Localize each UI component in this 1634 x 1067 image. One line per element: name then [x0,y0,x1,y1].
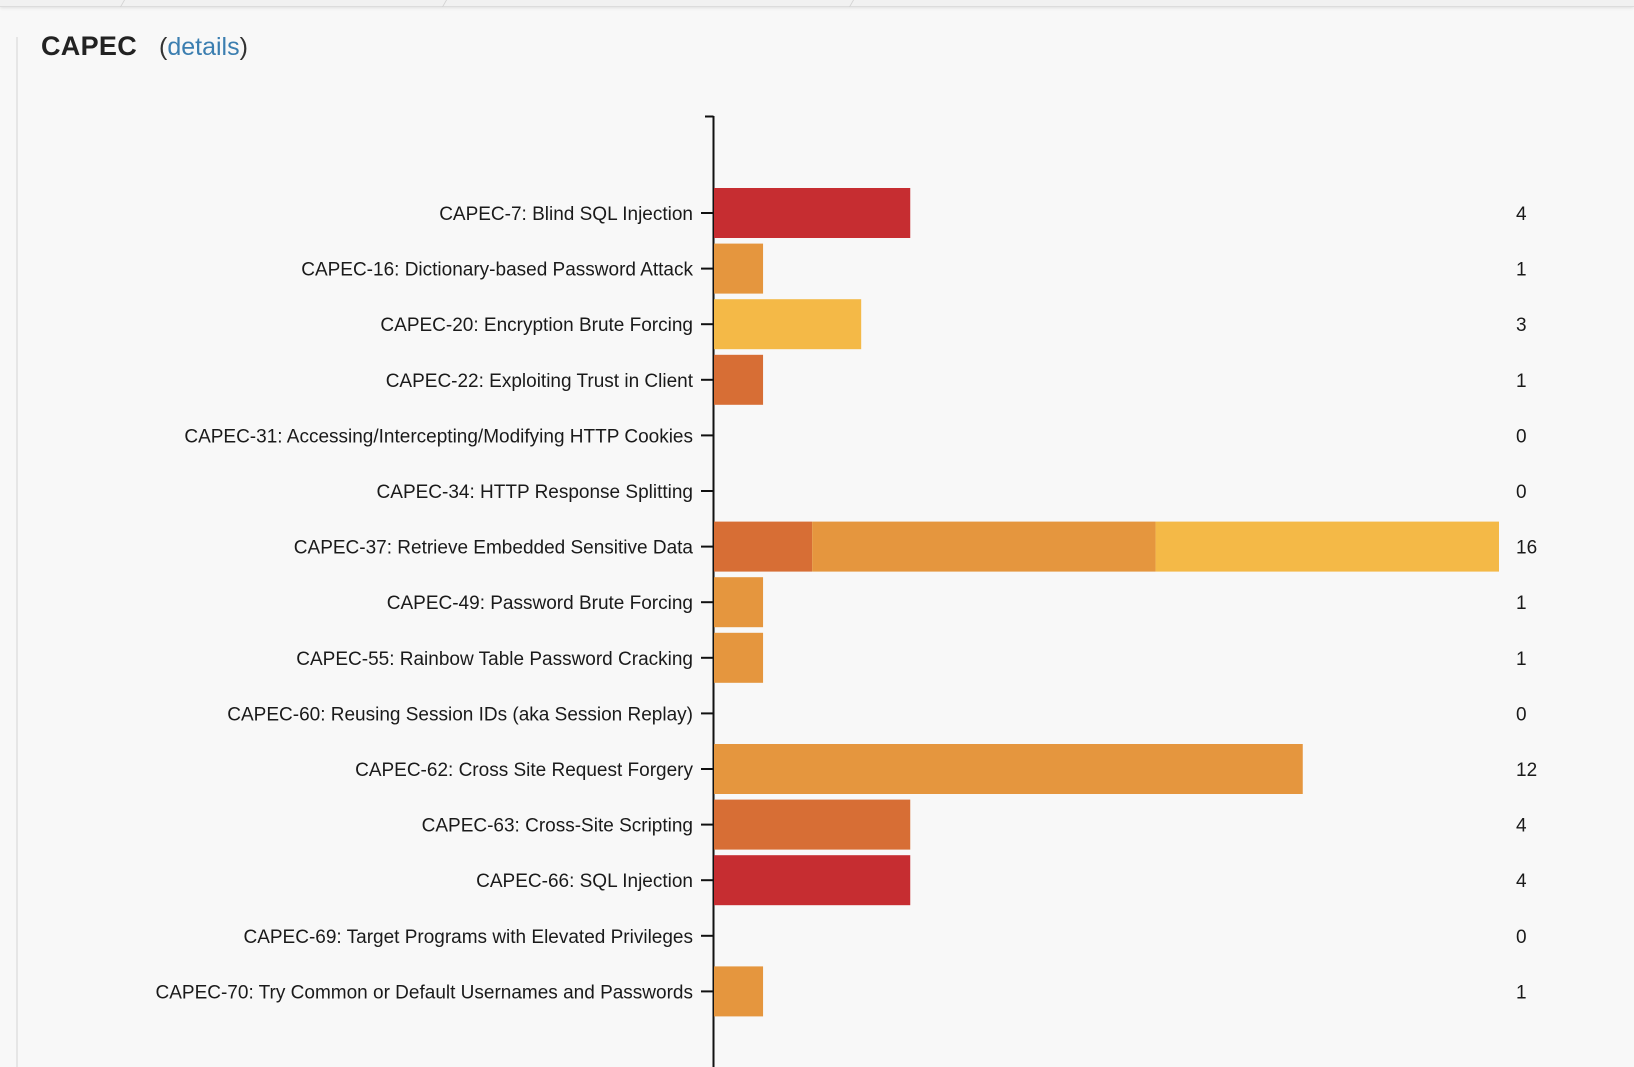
category-label: CAPEC-31: Accessing/Intercepting/Modifyi… [184,426,693,447]
bar-total-label: 16 [1516,538,1537,559]
bar-total-label: 0 [1516,704,1527,725]
category-label: CAPEC-34: HTTP Response Splitting [377,482,693,503]
bar-total-label: 1 [1516,982,1527,1003]
bar-total-label: 1 [1516,371,1527,392]
bar-total-label: 4 [1516,816,1527,837]
panel-title: CAPEC [41,31,138,61]
bar-segment[interactable] [714,744,1303,794]
category-label: CAPEC-60: Reusing Session IDs (aka Sessi… [227,704,693,725]
bar-segment[interactable] [714,855,911,906]
details-link-wrapper: (details) [159,33,248,62]
bar-total-label: 1 [1516,649,1527,670]
category-label: CAPEC-66: SQL Injection [476,871,693,892]
category-label: CAPEC-20: Encryption Brute Forcing [380,315,693,336]
category-label: CAPEC-55: Rainbow Table Password Crackin… [296,649,693,670]
category-label: CAPEC-16: Dictionary-based Password Atta… [301,260,693,281]
details-open-paren: ( [159,33,168,61]
bar-segment[interactable] [714,299,862,350]
bar-segment[interactable] [714,577,764,628]
bar-segment[interactable] [714,188,911,238]
bar-total-label: 3 [1516,315,1527,336]
category-label: CAPEC-37: Retrieve Embedded Sensitive Da… [294,538,694,559]
category-label: CAPEC-7: Blind SQL Injection [439,204,693,225]
bar-segment[interactable] [812,521,1156,572]
category-label: CAPEC-62: Cross Site Request Forgery [355,760,693,781]
bar-total-label: 0 [1516,482,1527,503]
bar-segment[interactable] [1155,521,1499,572]
bar-total-label: 12 [1516,760,1537,781]
top-tab-strip [0,0,1634,7]
bar-total-label: 1 [1516,593,1527,614]
bar-segment[interactable] [714,354,764,405]
category-label: CAPEC-49: Password Brute Forcing [387,593,693,614]
category-label: CAPEC-70: Try Common or Default Username… [156,982,693,1003]
category-label: CAPEC-22: Exploiting Trust in Client [386,371,694,392]
category-label: CAPEC-69: Target Programs with Elevated … [243,927,693,948]
bar-segment[interactable] [714,799,911,850]
panel-left-border [16,37,18,1067]
category-label: CAPEC-63: Cross-Site Scripting [422,816,693,837]
bar-segment[interactable] [714,966,764,1017]
bar-total-label: 4 [1516,204,1527,225]
bar-segment[interactable] [714,243,764,294]
bar-total-label: 4 [1516,871,1527,892]
details-close-paren: ) [239,33,248,61]
bar-total-label: 1 [1516,260,1527,281]
details-link[interactable]: details [167,33,240,61]
bar-total-label: 0 [1516,426,1527,447]
bar-segment[interactable] [714,632,764,683]
bar-segment[interactable] [714,521,813,572]
bar-total-label: 0 [1516,927,1527,948]
